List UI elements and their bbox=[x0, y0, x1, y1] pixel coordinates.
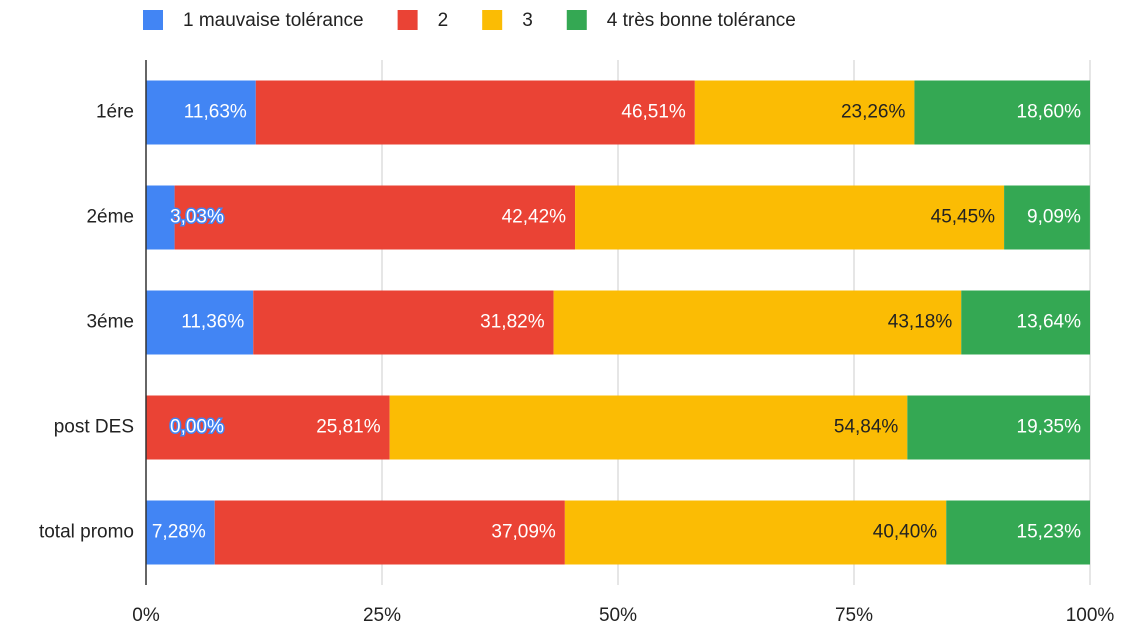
legend-label: 1 mauvaise tolérance bbox=[183, 10, 364, 31]
bar-segment bbox=[946, 500, 1090, 565]
legend-swatch bbox=[482, 10, 503, 30]
legend-swatch bbox=[566, 10, 587, 30]
legend-swatch bbox=[143, 10, 163, 30]
x-tick-label: 0% bbox=[132, 605, 160, 626]
bar-segment bbox=[961, 290, 1090, 355]
legend-label: 2 bbox=[438, 10, 449, 31]
bar-segment bbox=[575, 185, 1005, 250]
data-label: 42,42% bbox=[502, 207, 567, 228]
x-tick-label: 75% bbox=[835, 605, 873, 626]
data-label: 11,63% bbox=[184, 102, 247, 123]
y-tick-label: total promo bbox=[39, 522, 134, 543]
y-tick-label: 1ére bbox=[96, 102, 134, 123]
data-label: 45,45% bbox=[931, 207, 996, 228]
bar-segment bbox=[214, 500, 565, 565]
data-label: 18,60% bbox=[1017, 102, 1082, 123]
bar-segment bbox=[694, 80, 915, 145]
y-tick-label: 3éme bbox=[86, 312, 134, 333]
data-label: 23,26% bbox=[841, 102, 906, 123]
bar-segment bbox=[907, 395, 1090, 460]
data-label: 54,84% bbox=[834, 417, 899, 438]
bar-segment bbox=[389, 395, 908, 460]
data-label: 0,00% bbox=[170, 417, 224, 438]
x-tick-label: 25% bbox=[363, 605, 401, 626]
bar-segment bbox=[146, 185, 175, 250]
data-label: 3,03% bbox=[170, 207, 224, 228]
bar-segment bbox=[146, 395, 390, 460]
bar-segment bbox=[914, 80, 1090, 145]
legend-label: 4 très bonne tolérance bbox=[607, 10, 796, 31]
legend-label: 3 bbox=[522, 10, 533, 31]
data-label: 43,18% bbox=[888, 312, 953, 333]
bar-segment bbox=[255, 80, 695, 145]
x-tick-label: 100% bbox=[1066, 605, 1115, 626]
data-label: 11,36% bbox=[181, 312, 244, 333]
bar-segment bbox=[564, 500, 947, 565]
bar-segment bbox=[146, 80, 256, 145]
data-label: 46,51% bbox=[621, 102, 686, 123]
y-tick-label: 2éme bbox=[86, 207, 134, 228]
data-label: 13,64% bbox=[1017, 312, 1082, 333]
data-label: 9,09% bbox=[1027, 207, 1081, 228]
bar-segment bbox=[146, 290, 254, 355]
y-tick-label: post DES bbox=[54, 417, 134, 438]
data-label: 19,35% bbox=[1017, 417, 1082, 438]
data-label: 15,23% bbox=[1017, 522, 1082, 543]
data-label: 25,81% bbox=[316, 417, 381, 438]
x-tick-label: 50% bbox=[599, 605, 637, 626]
bar-segment bbox=[553, 290, 962, 355]
data-label: 31,82% bbox=[480, 312, 545, 333]
data-label: 37,09% bbox=[491, 522, 556, 543]
legend-swatch bbox=[397, 10, 418, 30]
bar-segment bbox=[174, 185, 576, 250]
data-label: 7,28% bbox=[152, 522, 206, 543]
bar-segment bbox=[1004, 185, 1090, 250]
bar-segment bbox=[253, 290, 554, 355]
data-label: 40,40% bbox=[873, 522, 938, 543]
bar-segment bbox=[146, 500, 215, 565]
